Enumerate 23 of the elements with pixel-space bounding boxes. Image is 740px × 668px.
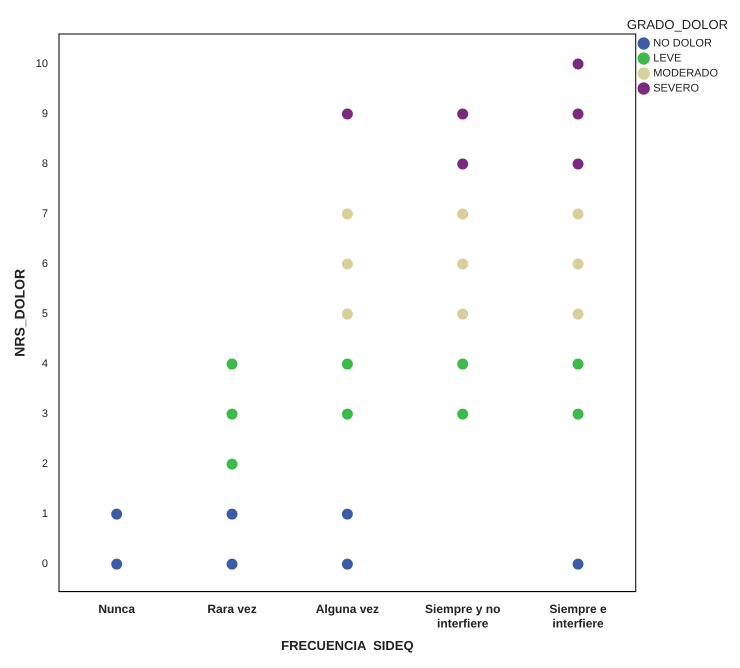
legend-label: NO DOLOR (653, 38, 712, 50)
x-tick-label: Nunca (98, 602, 136, 616)
y-tick-label: 3 (42, 408, 48, 420)
x-tick-label: Alguna vez (316, 602, 380, 616)
x-tick-label: Siempre y no interfiere (425, 602, 500, 631)
x-tick-label: Siempre e interfiere (549, 602, 608, 631)
y-tick-label: 0 (42, 558, 48, 570)
y-tick-label: 10 (36, 58, 48, 70)
legend-label: SEVERO (653, 82, 700, 95)
y-tick-label: 2 (42, 458, 48, 470)
y-tick-label: 8 (42, 158, 48, 170)
x-tick-label: Rara vez (207, 602, 257, 616)
legend-title: GRADO_DOLOR (626, 17, 728, 32)
legend-label: MODERADO (653, 68, 718, 80)
y-axis-title: NRS_DOLOR (11, 268, 28, 357)
y-tick-label: 1 (42, 508, 48, 520)
legend-label: LEVE (653, 52, 682, 65)
y-tick-label: 9 (42, 108, 48, 120)
y-tick-label: 4 (42, 358, 48, 370)
y-tick-label: 7 (42, 208, 48, 220)
y-tick-label: 5 (42, 308, 48, 320)
x-axis-title: FRECUENCIA SIDEQ (281, 638, 414, 653)
y-tick-label: 6 (42, 258, 48, 270)
